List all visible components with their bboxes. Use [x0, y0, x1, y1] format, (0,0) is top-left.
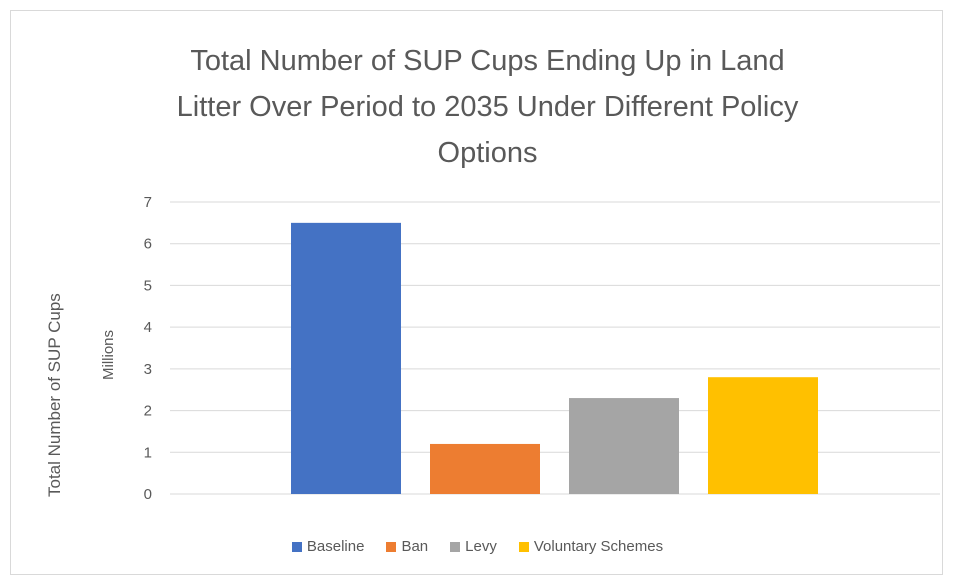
legend-swatch [291, 541, 302, 552]
legend-label: Ban [401, 538, 429, 555]
chart-title-line-1: Total Number of SUP Cups Ending Up in La… [190, 45, 785, 77]
legend-label: Levy [465, 538, 497, 555]
legend-swatch [450, 541, 461, 552]
y-tick-label: 3 [144, 361, 152, 378]
legend-item-ban: Ban [386, 538, 428, 555]
legend-label: Baseline [306, 538, 365, 555]
chart-title: Total Number of SUP Cups Ending Up in La… [80, 38, 895, 176]
legend-label: Voluntary Schemes [533, 538, 664, 555]
legend: Baseline Ban Levy Voluntary Schemes [0, 538, 955, 555]
legend-item-levy: Levy [450, 538, 497, 555]
y-tick-label: 4 [144, 319, 152, 336]
y-tick-label: 6 [144, 236, 152, 253]
y-tick-label: 2 [144, 403, 152, 420]
chart-title-line-3: Options [437, 137, 538, 169]
y-tick-label: 7 [144, 194, 152, 211]
bar-ban [430, 443, 540, 494]
legend-item-voluntary-schemes: Voluntary Schemes [518, 538, 664, 555]
bar-levy [569, 398, 679, 494]
bar-baseline [291, 222, 401, 494]
y-tick-label: 1 [144, 444, 152, 461]
bar-voluntary-schemes [708, 377, 818, 494]
y-tick-label: 0 [144, 486, 152, 503]
legend-swatch [518, 541, 529, 552]
legend-item-baseline: Baseline [291, 538, 365, 555]
y-tick-label: 5 [144, 277, 152, 294]
legend-swatch [386, 541, 397, 552]
chart-title-line-2: Litter Over Period to 2035 Under Differe… [176, 91, 799, 123]
